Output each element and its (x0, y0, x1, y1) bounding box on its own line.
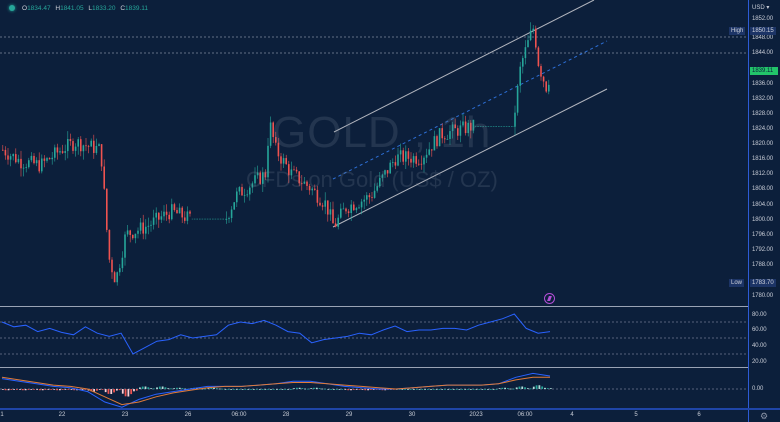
macd-signal-line (1, 376, 550, 406)
time-axis-border (0, 408, 780, 410)
close-value: 1839.11 (125, 5, 149, 12)
price-tick: 1852.00 (752, 16, 773, 22)
chart-plot-area[interactable] (0, 0, 748, 409)
last-price-badge: 1839.11 (750, 67, 778, 75)
price-tick: 1796.00 (752, 232, 773, 238)
rsi-tick: 40.00 (752, 343, 767, 349)
price-tick: 1848.00 (752, 35, 773, 41)
price-tick: 1828.00 (752, 111, 773, 117)
time-tick: 30 (408, 412, 416, 418)
low-marker-value: 1783.70 (750, 279, 776, 287)
price-tick: 1804.00 (752, 202, 773, 208)
price-tick: 1800.00 (752, 217, 773, 223)
time-tick: 1 (0, 412, 4, 418)
price-tick: 1808.00 (752, 186, 773, 192)
price-tick: 1844.00 (752, 50, 773, 56)
price-tick: 1792.00 (752, 247, 773, 253)
price-tick: 1780.00 (752, 293, 773, 299)
open-label: O (22, 5, 28, 12)
price-tick: 1824.00 (752, 126, 773, 132)
high-value: 1841.05 (60, 5, 84, 12)
price-tick: 1816.00 (752, 156, 773, 162)
rsi-line (1, 313, 551, 355)
close-label: C (120, 5, 126, 12)
time-tick: 2023 (469, 412, 483, 418)
rsi-tick: 20.00 (752, 359, 767, 365)
low-value: 1833.20 (92, 5, 116, 12)
price-tick: 1832.00 (752, 96, 773, 102)
time-tick: 06:00 (517, 412, 533, 418)
time-tick: 28 (282, 412, 290, 418)
rsi-tick: 60.00 (752, 327, 767, 333)
time-tick: 29 (345, 412, 353, 418)
time-tick: 22 (58, 412, 66, 418)
rsi-tick: 80.00 (752, 312, 767, 318)
time-tick: 5 (634, 412, 638, 418)
low-label: L (88, 5, 93, 12)
time-tick: 4 (570, 412, 574, 418)
high-marker-value: 1850.15 (750, 27, 776, 35)
price-tick: 1836.00 (752, 81, 773, 87)
time-tick: 26 (184, 412, 192, 418)
currency-selector[interactable]: USD ▾ (752, 5, 770, 11)
symbol-watermark: GOLD , 1h (272, 108, 492, 157)
high-marker-label: High (729, 27, 746, 35)
market-status-icon[interactable] (9, 5, 15, 11)
high-label: H (55, 5, 61, 12)
lightning-event-icon[interactable] (544, 293, 555, 304)
low-marker-label: Low (729, 279, 745, 287)
time-tick: 6 (697, 412, 701, 418)
ascending-channel[interactable] (332, 0, 608, 228)
open-value: 1834.47 (27, 5, 51, 12)
candlestick-series (2, 22, 550, 286)
description-watermark: CFDs on Gold (US$ / OZ) (246, 167, 498, 192)
macd-tick: 0.00 (752, 386, 764, 392)
price-tick: 1820.00 (752, 141, 773, 147)
price-tick: 1788.00 (752, 262, 773, 268)
price-tick: 1812.00 (752, 171, 773, 177)
macd-line (1, 372, 551, 408)
time-tick: 23 (121, 412, 129, 418)
ohlc-legend: O1834.47 H1841.05 L1833.20 C1839.11 (22, 5, 148, 12)
time-tick: 06:00 (231, 412, 247, 418)
price-axis-border (748, 0, 749, 422)
settings-gear-icon[interactable]: ⚙ (760, 411, 769, 421)
